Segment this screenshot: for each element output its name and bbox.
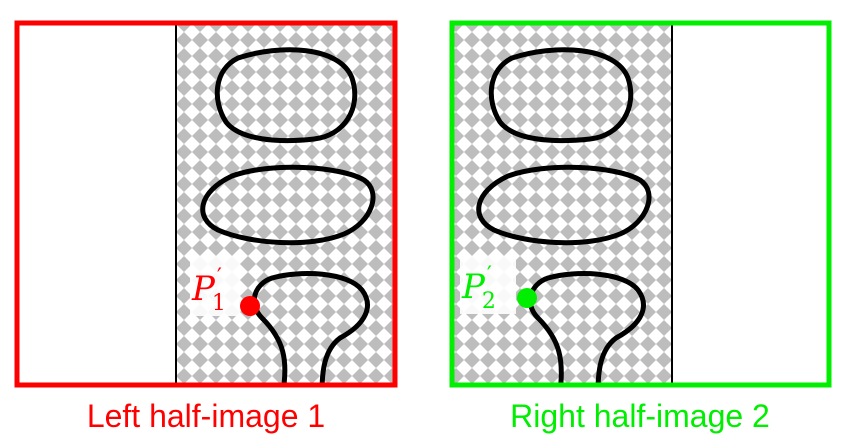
left-bottom-shape	[251, 271, 370, 385]
left-top-blob	[214, 47, 358, 143]
left-point-label: P′ 1	[191, 265, 226, 316]
right-point-marker	[517, 288, 537, 308]
right-half-image-panel: P′ 2	[449, 20, 832, 388]
right-bottom-shape	[527, 271, 646, 385]
left-point-marker	[240, 296, 260, 316]
left-panel-frame	[14, 20, 398, 388]
right-panel-frame	[449, 20, 832, 388]
right-point-label-background	[460, 256, 516, 314]
left-half-image-panel: P′ 1	[14, 20, 398, 388]
right-middle-blob	[476, 164, 652, 246]
left-point-label-background	[190, 256, 240, 316]
right-top-blob	[488, 47, 634, 143]
right-point-label: P′ 2	[461, 263, 496, 314]
right-panel-caption: Right half-image 2	[510, 398, 770, 434]
right-panel-checker-region	[452, 23, 672, 385]
left-middle-blob	[200, 164, 376, 246]
left-panel-checker-region	[176, 23, 395, 385]
left-panel-caption: Left half-image 1	[87, 398, 325, 434]
